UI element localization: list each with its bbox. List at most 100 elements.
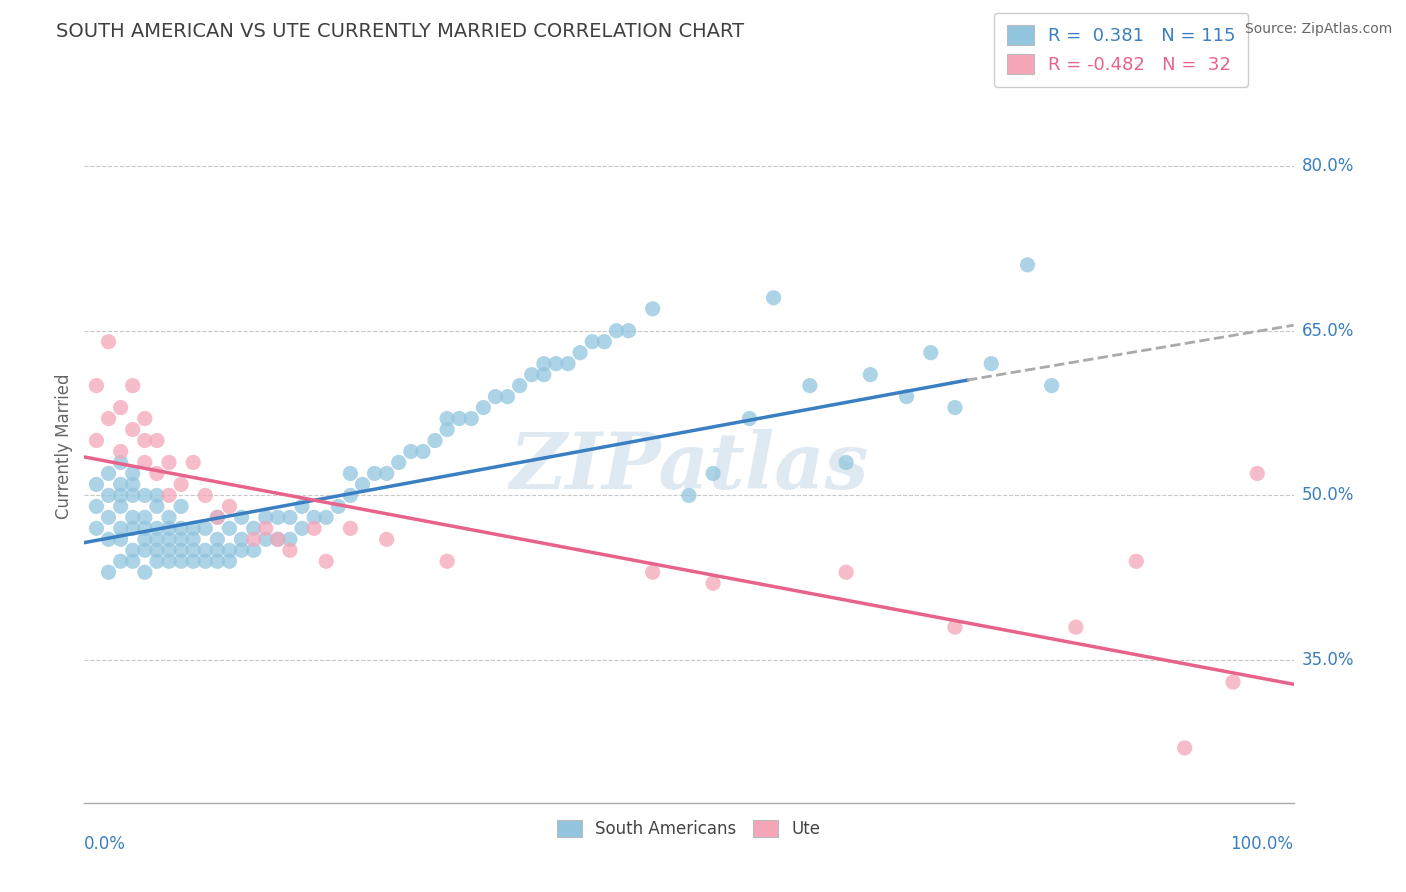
Point [399,444,422,458]
Point [110,444,132,458]
Point [157,554,180,568]
Point [1222,675,1244,690]
Point [375,467,398,481]
Point [218,543,240,558]
Point [678,488,700,502]
Point [231,543,253,558]
Point [315,554,337,568]
Text: SOUTH AMERICAN VS UTE CURRENTLY MARRIED CORRELATION CHART: SOUTH AMERICAN VS UTE CURRENTLY MARRIED … [56,22,744,41]
Point [291,521,314,535]
Point [97,411,120,425]
Point [207,510,229,524]
Point [496,390,519,404]
Point [339,467,361,481]
Point [170,554,193,568]
Point [315,510,337,524]
Point [170,543,193,558]
Point [641,566,664,580]
Point [157,521,180,535]
Point [242,521,264,535]
Point [97,510,120,524]
Point [110,533,132,547]
Point [762,291,785,305]
Point [291,500,314,514]
Point [231,533,253,547]
Point [121,510,143,524]
Point [134,510,156,524]
Point [799,378,821,392]
Point [254,510,277,524]
Point [859,368,882,382]
Point [412,444,434,458]
Point [146,521,169,535]
Point [242,543,264,558]
Point [170,477,193,491]
Point [146,467,169,481]
Point [641,301,664,316]
Point [110,500,132,514]
Point [533,368,555,382]
Point [339,521,361,535]
Point [97,533,120,547]
Point [207,510,229,524]
Point [352,477,374,491]
Point [207,533,229,547]
Point [278,533,301,547]
Point [157,533,180,547]
Point [157,510,180,524]
Point [97,334,120,349]
Point [121,477,143,491]
Point [110,488,132,502]
Point [134,566,156,580]
Point [278,543,301,558]
Y-axis label: Currently Married: Currently Married [55,373,73,519]
Point [920,345,942,359]
Point [194,488,217,502]
Point [157,488,180,502]
Point [146,488,169,502]
Text: 35.0%: 35.0% [1302,651,1354,669]
Point [218,521,240,535]
Point [617,324,640,338]
Point [86,521,108,535]
Point [835,566,858,580]
Point [267,510,290,524]
Point [520,368,543,382]
Point [533,357,555,371]
Point [484,390,506,404]
Point [134,488,156,502]
Point [134,434,156,448]
Point [302,521,325,535]
Point [121,423,143,437]
Point [436,411,458,425]
Point [581,334,603,349]
Point [388,455,411,469]
Point [181,521,204,535]
Point [1040,378,1063,392]
Point [339,488,361,502]
Point [472,401,495,415]
Point [194,521,217,535]
Point [146,543,169,558]
Point [569,345,592,359]
Point [181,554,204,568]
Point [134,455,156,469]
Point [157,455,180,469]
Legend: South Americans, Ute: South Americans, Ute [551,813,827,845]
Text: ZIPatlas: ZIPatlas [509,429,869,506]
Text: 100.0%: 100.0% [1230,835,1294,853]
Point [436,554,458,568]
Point [121,378,143,392]
Point [375,533,398,547]
Text: 0.0%: 0.0% [84,835,127,853]
Point [110,477,132,491]
Point [702,467,724,481]
Point [194,554,217,568]
Text: 65.0%: 65.0% [1302,322,1354,340]
Point [254,521,277,535]
Point [509,378,531,392]
Point [170,500,193,514]
Point [896,390,918,404]
Point [97,467,120,481]
Point [121,521,143,535]
